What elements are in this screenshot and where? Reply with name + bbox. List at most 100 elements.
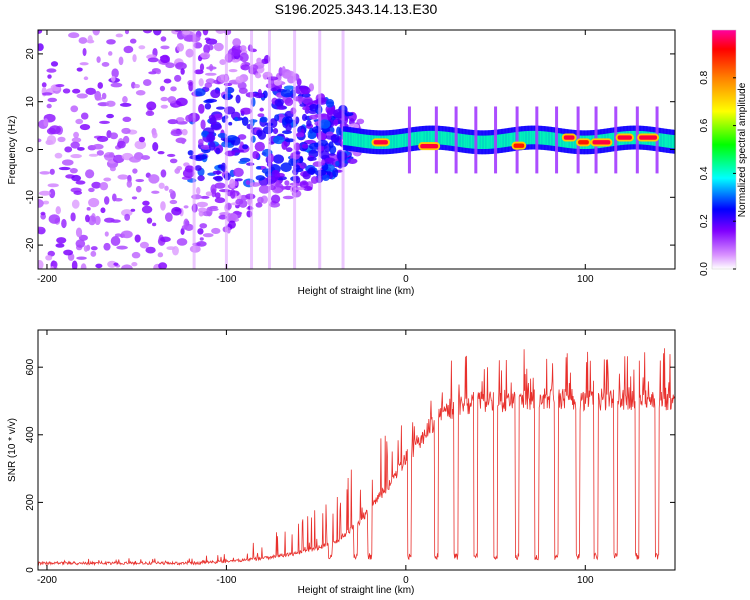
spectrogram-speckle [299,103,307,107]
spectrogram-speckle [114,233,123,237]
ridge-inner [446,131,449,146]
spectrogram-speckle [284,116,293,125]
spectrogram-spike [535,106,539,174]
ridge-inner [664,133,667,148]
spectrogram-xtick-label: -100 [216,274,236,285]
spectrogram-speckle [170,86,177,92]
spectrogram-speckle [209,116,217,126]
spectrogram-spike [515,106,519,174]
spectrogram-speckle [245,180,251,185]
ridge-inner [502,133,505,148]
ridge-inner [345,131,349,146]
spectrogram-speckle [79,123,91,131]
colorbar-tick-label: 0.8 [699,70,710,84]
spectrogram-speckle [306,119,312,127]
spectrogram-speckle [97,82,104,89]
ridge-inner [531,130,534,145]
spectrogram-speckle [251,150,260,160]
ridge-inner [671,134,674,149]
ridge-inner [519,131,522,145]
spectrogram-speckle [106,39,116,45]
spectrogram-speckle [152,142,159,152]
spectrogram-speckle [75,227,83,238]
spectrogram-speckle [196,241,207,247]
ridge-inner [355,133,359,147]
spectrogram-speckle [78,37,88,44]
spectrogram-speckle [302,106,310,111]
spectrogram-speckle [38,138,42,143]
spectrogram-speckle [275,180,280,188]
ridge-inner [549,132,552,146]
spectrogram-speckle [112,154,125,164]
ridge-inner [350,132,353,146]
ridge-inner [396,134,399,148]
spectrogram-speckle [135,178,145,183]
spectrogram-speckle [43,118,49,127]
ridge-inner [427,130,430,145]
spectrogram-speckle [199,63,205,71]
hot-segment [639,135,658,140]
ridge-inner [480,135,484,150]
ridge-inner [353,132,356,147]
spectrogram-speckle [80,263,87,269]
spectrogram-speckle [62,88,71,94]
spectrogram-speckle [116,140,126,149]
spectrogram-speckle [326,131,334,136]
spectrogram-speckle [131,262,138,267]
spectrogram-speckle [229,178,236,189]
spectrogram-ylabel: Frequency (Hz) [7,116,18,185]
spectrogram-speckle [39,171,51,175]
spectrogram-speckle [198,210,204,217]
ridge-inner [440,131,443,145]
ridge-inner [442,131,445,145]
spectrogram-speckle [165,62,175,69]
spectrogram-speckle [107,260,117,268]
spectrogram-streak [267,30,271,269]
snr-ytick-label: 0 [25,567,36,573]
spectrogram-speckle [63,249,74,256]
spectrogram-speckle [204,72,217,76]
spectrogram-speckle [284,138,295,143]
ridge-inner [419,131,422,145]
spectrogram-speckle [142,30,153,34]
spectrogram-speckle [103,196,110,205]
spectrogram-speckle [87,35,93,44]
spectrogram-speckle [103,242,111,251]
spectrogram-speckle [280,89,293,98]
spectrogram-speckle [38,226,44,230]
spectrogram-speckle [208,207,219,212]
ridge-inner [469,134,472,149]
ridge-inner [401,133,405,148]
spectrogram-speckle [255,202,263,208]
ridge-inner [492,135,495,149]
hot-segment [373,140,388,145]
spectrogram-speckle [205,38,218,45]
colorbar-tick-label: 0.4 [699,166,710,180]
spectrogram-speckle [255,73,262,79]
spectrogram-speckle [124,30,130,35]
snr-ylabel: SNR (10 * v/v) [7,418,18,482]
ridge-inner [611,132,614,147]
spectrogram-speckle [195,154,208,160]
spectrogram-speckle [55,243,65,248]
spectrogram-speckle [239,45,247,52]
spectrogram-speckle [166,153,176,157]
spectrogram-speckle [134,234,141,243]
ridge-inner [503,133,507,148]
ridge-inner [488,135,491,149]
spectrogram-speckle [110,236,121,246]
spectrogram-speckle [200,52,211,59]
spectrogram-speckle [235,198,244,205]
spectrogram-speckle [41,92,53,96]
spectrogram-speckle [200,195,210,199]
ridge-inner [552,132,555,146]
spectrogram-speckle [207,44,214,51]
spectrogram-speckle [217,132,228,139]
spectrogram-speckle [183,35,196,42]
spectrogram-speckle [109,152,115,158]
spectrogram-speckle [205,98,218,103]
spectrogram-speckle [104,231,109,237]
ridge-inner [509,132,512,147]
spectrogram-speckle [160,54,170,64]
